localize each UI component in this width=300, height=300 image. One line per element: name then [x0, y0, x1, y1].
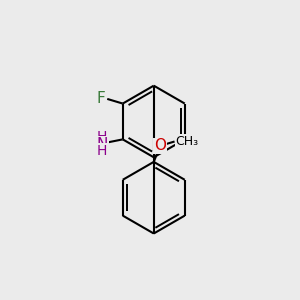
Text: H: H	[97, 130, 107, 144]
Text: N: N	[97, 137, 108, 152]
Text: F: F	[97, 92, 105, 106]
Text: O: O	[154, 138, 166, 153]
Text: CH₃: CH₃	[176, 135, 199, 148]
Text: H: H	[97, 144, 107, 158]
